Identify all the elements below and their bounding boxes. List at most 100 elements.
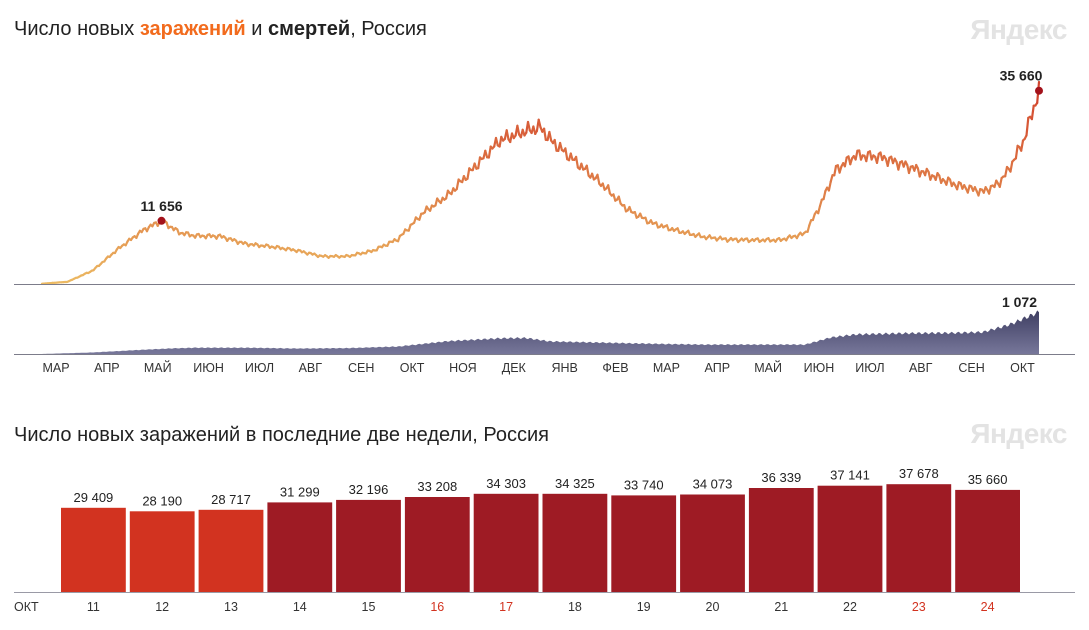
bar-value-label: 37 678 — [899, 466, 939, 481]
bar — [680, 494, 745, 592]
bar-value-label: 31 299 — [280, 484, 320, 499]
infections-line-segment — [558, 141, 564, 152]
month-tick-label: АВГ — [909, 361, 933, 375]
month-tick-label: ФЕВ — [602, 361, 628, 375]
bar-category-label: 18 — [568, 600, 582, 614]
title-middle: и — [245, 18, 268, 40]
bar — [198, 509, 264, 592]
bar — [955, 489, 1020, 592]
bar — [267, 502, 333, 592]
month-tick-label: АВГ — [299, 361, 323, 375]
infections-marker-0 — [157, 216, 166, 225]
infections-line-segment — [585, 164, 590, 177]
month-tick-label: ИЮЛ — [245, 361, 274, 375]
bar-value-label: 37 141 — [830, 468, 870, 483]
bar-category-label: 12 — [155, 600, 169, 614]
bottom-chart-title: Число новых заражений в последние две не… — [14, 424, 549, 446]
bar — [611, 495, 677, 592]
bar-category-label: 16 — [430, 600, 444, 614]
bar-value-label: 36 339 — [761, 470, 801, 485]
infections-marker-1 — [1035, 86, 1043, 95]
bar-value-label: 32 196 — [349, 482, 389, 497]
month-tick-label: СЕН — [958, 361, 984, 375]
bar-value-label: 28 190 — [142, 493, 182, 508]
month-tick-label: ОКТ — [400, 361, 425, 375]
bar-category-label: 20 — [706, 600, 720, 614]
infections-line-segment — [477, 156, 482, 170]
infections-line-segment — [1014, 144, 1019, 160]
month-tick-label: ОКТ — [1010, 361, 1035, 375]
infections-line-segment — [977, 188, 982, 197]
infections-line-segment — [548, 130, 553, 142]
title-suffix: , Россия — [350, 18, 427, 40]
month-tick-label: МАЙ — [754, 360, 782, 375]
infections-line-segment — [505, 129, 510, 141]
bar-value-label: 29 409 — [74, 490, 114, 505]
infections-line-segment — [526, 120, 531, 132]
yandex-logo: Яндекс — [970, 14, 1067, 45]
infections-line-segment — [466, 167, 471, 180]
deaths-area — [42, 310, 1039, 354]
infections-line-segment — [955, 181, 961, 191]
infections-line-segment — [455, 178, 460, 191]
top-chart-title: Число новых заражений и смертей, Россия — [14, 18, 427, 41]
bar-category-label: 13 — [224, 600, 238, 614]
infections-line-segment — [829, 174, 834, 183]
infections-line-segment — [998, 177, 1003, 188]
infections-line-segment — [494, 136, 499, 147]
infections-line-segment — [537, 118, 542, 129]
bar — [886, 484, 952, 592]
bar — [748, 488, 814, 592]
bar-category-label: 22 — [843, 600, 857, 614]
infections-line-segment — [886, 156, 891, 167]
bar-category-label: 15 — [362, 600, 376, 614]
infections-line-segment — [542, 127, 547, 141]
infections-line-segment — [484, 149, 489, 159]
infections-line-segment — [617, 195, 622, 205]
month-tick-label: ИЮН — [193, 361, 224, 375]
infections-line-segment — [817, 204, 822, 215]
infections-line-segment — [1020, 139, 1025, 152]
infections-line-segment — [897, 161, 902, 171]
infections-annotation-1: 35 660 — [1000, 68, 1043, 84]
bar — [473, 493, 539, 592]
infections-line-segment — [516, 124, 521, 136]
month-tick-label: ДЕК — [502, 361, 527, 375]
infections-line-segment — [564, 147, 569, 161]
title-deaths: смертей — [267, 18, 351, 40]
bar-value-label: 28 717 — [211, 492, 251, 507]
two-weeks-bar-chart: 29 409 11 28 190 12 28 717 13 31 299 14 32 196 15… — [14, 466, 1075, 614]
month-prefix-label: ОКТ — [14, 600, 39, 614]
infections-line-segment — [822, 189, 827, 201]
bar — [404, 497, 470, 592]
deaths-annotation-0: 1 072 — [1002, 294, 1037, 310]
bar-category-label: 24 — [981, 600, 995, 614]
infections-line-segment — [596, 173, 601, 185]
bar-category-label: 23 — [912, 600, 926, 614]
infections-line-segment — [854, 149, 859, 161]
title-prefix: Число новых — [14, 18, 140, 40]
title-infections: заражений — [139, 18, 246, 40]
infections-line-segment — [1025, 116, 1030, 137]
month-tick-label: АПР — [705, 361, 731, 375]
bar — [129, 511, 195, 592]
bar-category-label: 19 — [637, 600, 651, 614]
infections-line-segment — [1030, 104, 1035, 121]
month-tick-label: МАР — [42, 361, 69, 375]
month-tick-label: ИЮЛ — [855, 361, 884, 375]
bar — [336, 499, 401, 592]
bar-value-label: 33 208 — [417, 479, 457, 494]
bar — [61, 507, 126, 592]
bar-value-label: 33 740 — [624, 477, 664, 492]
bar-value-label: 34 073 — [693, 477, 733, 492]
bar — [817, 485, 883, 592]
month-tick-label: ЯНВ — [551, 361, 577, 375]
infections-line-segment — [865, 151, 870, 163]
infections-line-segment — [553, 138, 558, 152]
month-tick-label: МАР — [653, 361, 680, 375]
infections-line-segment — [966, 184, 971, 194]
bar-category-label: 17 — [499, 600, 513, 614]
infections-line — [40, 80, 1041, 285]
infections-line-segment — [806, 224, 811, 233]
infections-deaths-chart: 11 656 35 660 1 072 МАР АПР МАЙ ИЮН ИЮЛ АВГ СЕН ОК… — [14, 68, 1075, 375]
